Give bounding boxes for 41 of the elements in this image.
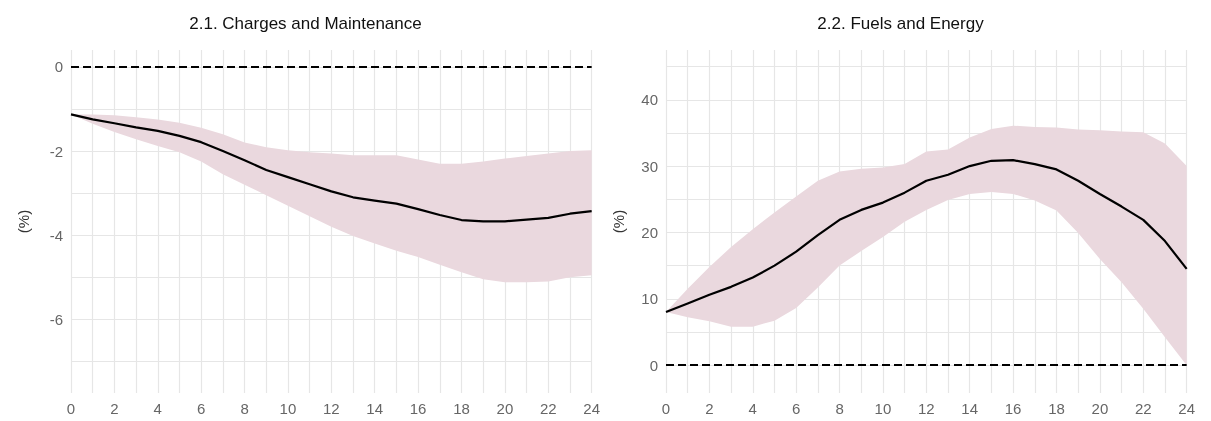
x-tick-label: 6 [791,400,801,417]
y-tick-label: 10 [641,290,658,308]
y-tick-label: -2 [49,142,63,160]
x-tick-label: 8 [240,400,249,417]
x-tick-label: 2 [110,400,119,417]
y-tick-label: 40 [641,91,658,109]
x-tick-label: 8 [835,400,844,417]
y-tick-label: 30 [641,157,658,175]
x-tick-label: 16 [409,400,427,417]
y-axis-title: (%) [610,209,627,234]
line-series [69,113,593,223]
chart-title: 2.1. Charges and Maintenance [189,14,422,33]
line-series [664,159,1188,314]
x-tick-label: 4 [748,400,757,417]
x-tick-label: 14 [366,400,384,417]
x-tick-label: 22 [539,400,557,417]
x-tick-label: 6 [196,400,206,417]
y-axis-title: (%) [15,209,32,234]
x-tick-label: 24 [583,400,600,417]
y-tick-label: -6 [49,310,63,328]
y-tick-label: -4 [49,226,63,244]
x-tick-label: 12 [322,400,340,417]
x-tick-label: 16 [1004,400,1022,417]
x-tick-label: 24 [1178,400,1195,417]
y-tick-label: 0 [649,356,658,374]
x-tick-label: 18 [453,400,470,417]
x-tick-label: 22 [1134,400,1152,417]
y-tick-label: 0 [54,58,63,76]
y-tick-label: 20 [641,223,658,241]
x-tick-label: 14 [961,400,979,417]
x-tick-label: 0 [661,400,671,417]
x-tick-label: 2 [705,400,714,417]
x-tick-label: 0 [66,400,76,417]
x-tick-label: 4 [153,400,162,417]
x-tick-label: 20 [496,400,514,417]
x-tick-label: 12 [917,400,935,417]
chart-title: 2.2. Fuels and Energy [817,14,985,33]
x-tick-label: 18 [1048,400,1065,417]
x-tick-label: 10 [279,400,297,417]
x-tick-label: 10 [874,400,892,417]
x-tick-label: 20 [1091,400,1109,417]
